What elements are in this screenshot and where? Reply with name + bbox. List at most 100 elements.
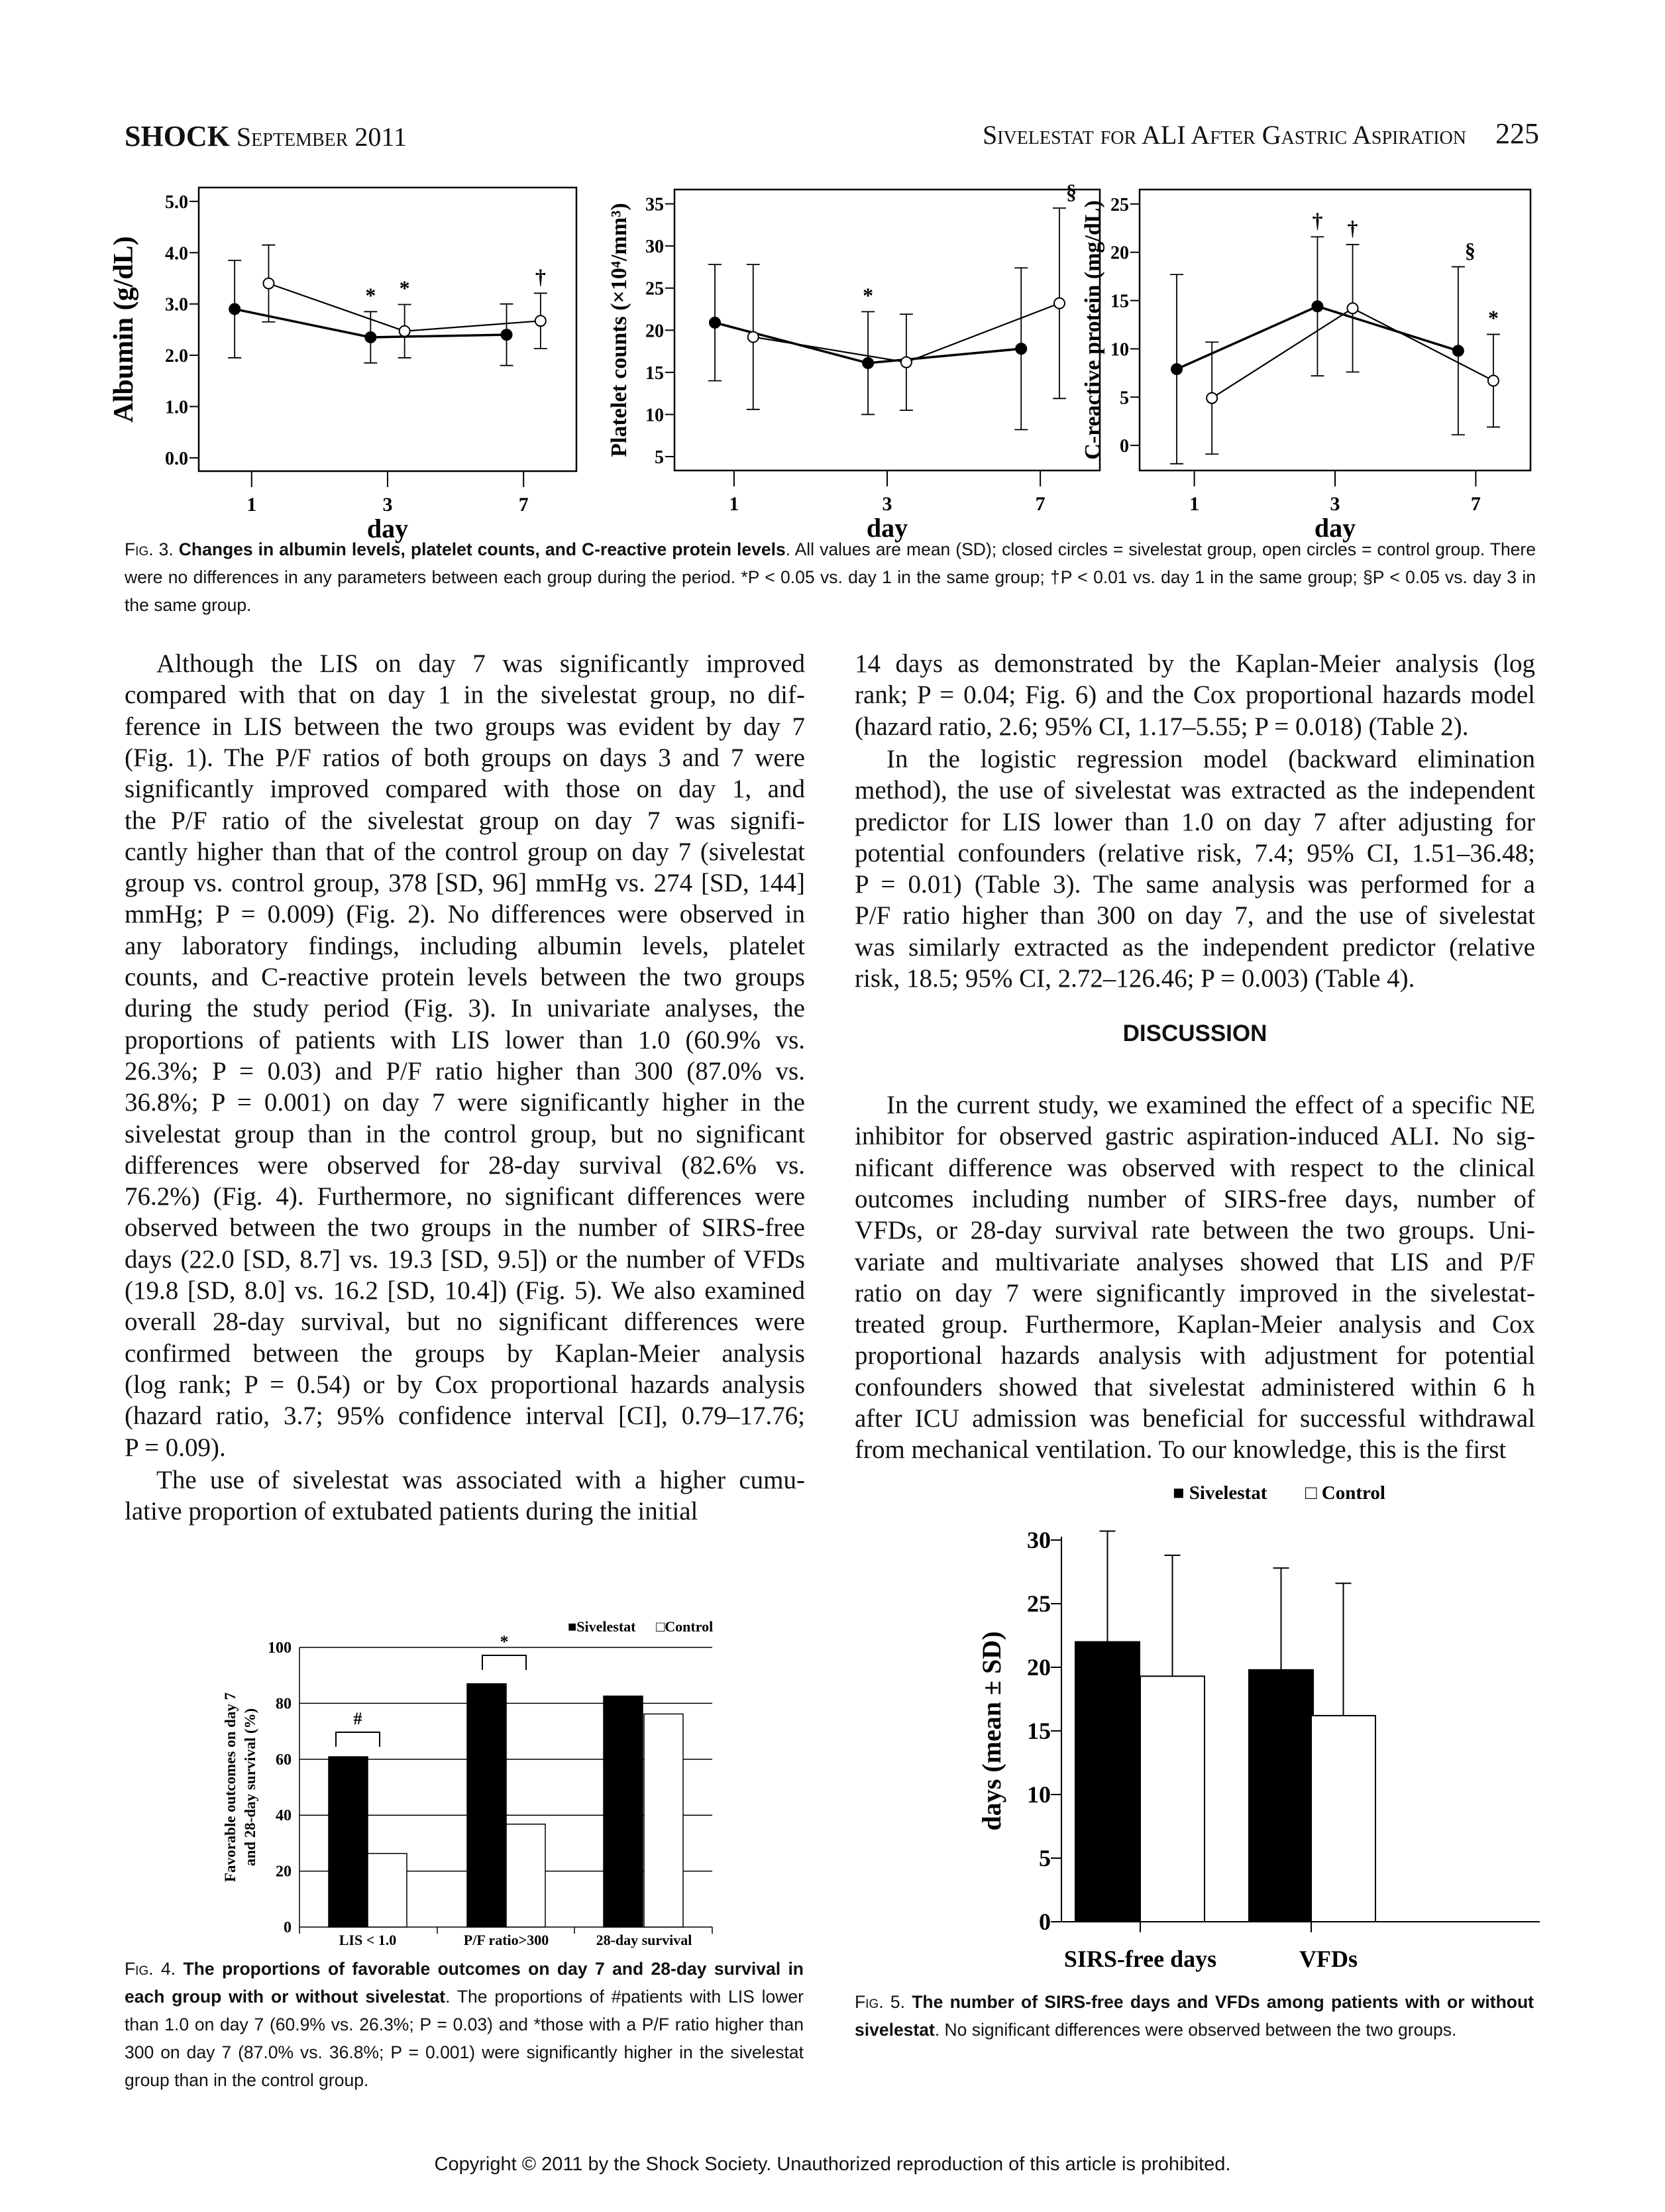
text-line: predictor for LIS lower than 1.0 on day … xyxy=(855,807,1535,836)
text-line: outcomes including number of SIRS-free d… xyxy=(855,1184,1535,1213)
y-tick-label: 100 xyxy=(268,1639,292,1657)
text-line: In the logistic regression model (backwa… xyxy=(886,744,1535,773)
y-tick-label: 2.0 xyxy=(165,346,188,366)
fig5-caption: Fig. 5. The number of SIRS-free days and… xyxy=(855,1988,1534,2044)
y-tick-label: 0 xyxy=(1039,1908,1051,1935)
caption-text: . No significant differences were observ… xyxy=(934,2020,1457,2040)
journal-name: SHOCK xyxy=(125,120,230,152)
significance-mark: § xyxy=(1066,180,1077,203)
data-point-closed xyxy=(708,316,721,329)
issue-date: September 2011 xyxy=(236,122,407,152)
significance-mark: * xyxy=(365,283,376,307)
x-tick-label: P/F ratio>300 xyxy=(464,1932,549,1948)
legend-control: □Control xyxy=(656,1618,713,1635)
y-tick-label: 5.0 xyxy=(165,192,188,213)
x-tick-label: 3 xyxy=(383,494,393,516)
significance-mark: § xyxy=(1465,239,1476,262)
caption-title: The number of SIRS-free days and VFDs am… xyxy=(855,1992,1534,2040)
y-tick-label: 5 xyxy=(655,447,664,468)
text-line: after ICU admission was beneficial for s… xyxy=(855,1404,1535,1433)
plot-frame xyxy=(1138,188,1532,472)
data-point-open xyxy=(398,325,411,337)
y-axis-label: C-reactive protein (mg/dL) xyxy=(1081,200,1105,460)
x-tick-label: 1 xyxy=(1189,493,1199,515)
y-axis-label: Platelet counts (×10⁴/mm³) xyxy=(607,203,631,457)
x-tick-label: LIS < 1.0 xyxy=(339,1932,397,1948)
y-tick-label: 20 xyxy=(1110,243,1129,264)
caption-label: Fig. 4. xyxy=(125,1959,176,1979)
text-line: proportional hazards analysis with adjus… xyxy=(855,1341,1535,1370)
x-tick-label: 7 xyxy=(1471,493,1481,515)
journal-header: SHOCK September 2011 xyxy=(125,119,407,153)
discussion-heading: DISCUSSION xyxy=(1122,1021,1267,1046)
y-tick-label: 25 xyxy=(1027,1590,1051,1617)
y-tick-label: 80 xyxy=(276,1695,292,1712)
data-point-open xyxy=(747,331,759,343)
y-tick-label: 0.0 xyxy=(165,449,188,469)
text-line: group vs. control group, 378 [SD, 96] mm… xyxy=(125,869,805,898)
page-number: 225 xyxy=(1495,117,1539,150)
data-point-closed xyxy=(862,357,875,369)
y-tick-label: 20 xyxy=(645,321,664,341)
data-point-open xyxy=(262,277,275,290)
data-point-closed xyxy=(229,303,241,315)
significance-mark: † xyxy=(1348,216,1358,240)
text-line: sivelestat group than in the control gro… xyxy=(125,1119,805,1148)
y-tick-label: 25 xyxy=(645,279,664,300)
bar-sivelestat xyxy=(1075,1641,1140,1923)
text-line: 26.3%; P = 0.03) and P/F ratio higher th… xyxy=(125,1056,805,1085)
text-line: (Fig. 1). The P/F ratios of both groups … xyxy=(125,743,805,772)
text-line: risk, 18.5; 95% CI, 2.72–126.46; P = 0.0… xyxy=(855,964,1415,993)
text-line: mmHg; P = 0.009) (Fig. 2). No difference… xyxy=(125,900,805,929)
significance-mark: * xyxy=(500,1632,509,1651)
caption-text: . The proportions of #patients with LIS … xyxy=(125,1987,804,2090)
data-point-open xyxy=(900,356,912,368)
text-line: 76.2%) (Fig. 4). Furthermore, no signifi… xyxy=(125,1182,805,1211)
bar-control xyxy=(1140,1675,1205,1922)
y-tick-label: 0 xyxy=(284,1919,292,1936)
text-line: 14 days as demonstrated by the Kaplan-Me… xyxy=(855,649,1535,678)
text-line: The use of sivelestat was associated wit… xyxy=(156,1465,805,1494)
significance-mark: * xyxy=(863,283,873,307)
text-line: P = 0.09). xyxy=(125,1433,226,1462)
y-tick-label: 1.0 xyxy=(165,397,188,417)
text-line: the P/F ratio of the sivelestat group on… xyxy=(125,806,805,835)
y-tick-label: 10 xyxy=(1027,1781,1051,1808)
significance-bracket xyxy=(482,1655,527,1670)
data-point-closed xyxy=(1452,345,1464,357)
y-tick-label: 35 xyxy=(645,195,664,215)
text-line: Although the LIS on day 7 was significan… xyxy=(156,649,805,678)
text-line: any laboratory findings, including album… xyxy=(125,931,805,960)
significance-mark: # xyxy=(354,1709,362,1728)
y-tick-label: 0 xyxy=(1120,436,1129,457)
data-point-closed xyxy=(500,329,513,341)
x-tick-label: 7 xyxy=(1036,493,1046,515)
y-tick-label: 20 xyxy=(1027,1654,1051,1681)
x-axis-label: day xyxy=(1315,513,1356,543)
text-line: proportions of patients with LIS lower t… xyxy=(125,1025,805,1054)
x-tick-label: 3 xyxy=(1330,493,1340,515)
text-line: P/F ratio higher than 300 on day 7, and … xyxy=(855,901,1535,930)
bar-sivelestat xyxy=(1248,1669,1314,1923)
y-tick-label: 20 xyxy=(276,1863,292,1881)
x-tick-label: 7 xyxy=(519,494,529,516)
text-line: significantly improved compared with tho… xyxy=(125,775,805,804)
copyright-footer: Copyright © 2011 by the Shock Society. U… xyxy=(434,2154,1231,2175)
legend-control: □ Control xyxy=(1305,1482,1385,1504)
text-line: differences were observed for 28-day sur… xyxy=(125,1150,805,1180)
data-point-closed xyxy=(1171,363,1183,376)
text-line: was similarly extracted as the independe… xyxy=(855,932,1535,962)
significance-mark: † xyxy=(1312,208,1322,232)
bar-sivelestat xyxy=(328,1756,368,1928)
text-line: P = 0.01) (Table 3). The same analysis w… xyxy=(855,870,1535,899)
data-point-closed xyxy=(1311,300,1324,313)
y-tick-label: 5 xyxy=(1039,1845,1051,1871)
significance-mark: * xyxy=(1488,306,1499,330)
caption-label: Fig. 5. xyxy=(855,1992,905,2012)
y-tick-label: 15 xyxy=(645,363,664,384)
x-tick-label: 1 xyxy=(729,493,739,515)
text-line: counts, and C-reactive protein levels be… xyxy=(125,963,805,991)
text-line: nificant difference was observed with re… xyxy=(855,1153,1535,1182)
y-axis-label: days (mean ± SD) xyxy=(977,1631,1006,1831)
